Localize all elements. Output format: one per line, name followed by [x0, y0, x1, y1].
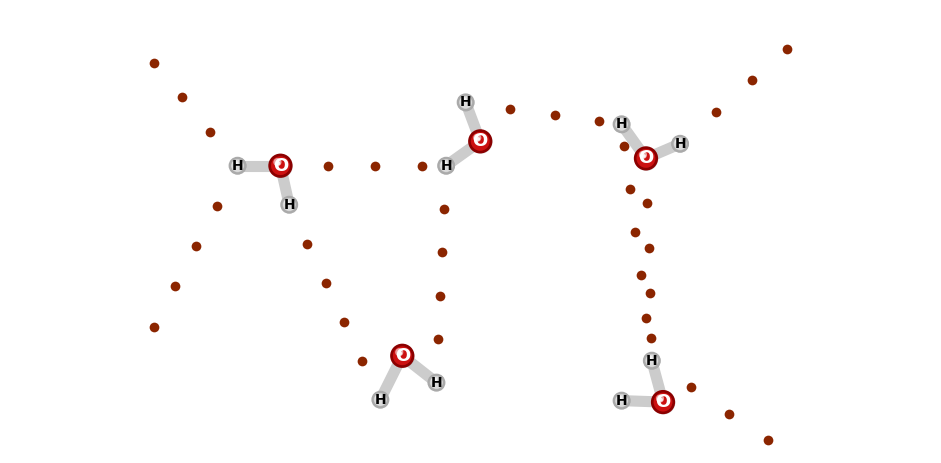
Circle shape: [470, 132, 489, 151]
Circle shape: [616, 119, 622, 125]
Circle shape: [230, 158, 246, 174]
Circle shape: [656, 394, 664, 403]
Circle shape: [429, 375, 444, 390]
Circle shape: [277, 162, 280, 165]
Circle shape: [646, 354, 659, 367]
Circle shape: [619, 398, 621, 400]
Circle shape: [463, 100, 466, 102]
Circle shape: [392, 346, 412, 365]
Circle shape: [373, 392, 389, 408]
Circle shape: [429, 375, 444, 391]
Circle shape: [391, 345, 413, 367]
Text: O: O: [472, 132, 487, 150]
Circle shape: [374, 393, 387, 407]
Circle shape: [281, 197, 296, 212]
Circle shape: [614, 117, 630, 132]
Circle shape: [636, 149, 655, 168]
Circle shape: [439, 159, 453, 172]
Circle shape: [459, 96, 472, 109]
Circle shape: [271, 156, 290, 175]
Text: H: H: [231, 159, 244, 173]
Circle shape: [652, 391, 674, 413]
Circle shape: [470, 131, 491, 152]
Circle shape: [470, 131, 492, 153]
Circle shape: [674, 137, 687, 150]
Circle shape: [635, 148, 658, 170]
Text: O: O: [394, 347, 410, 365]
Text: H: H: [440, 159, 452, 173]
Circle shape: [461, 97, 467, 103]
Circle shape: [441, 160, 447, 166]
Text: H: H: [646, 354, 658, 368]
Circle shape: [635, 148, 657, 169]
Circle shape: [652, 391, 675, 414]
Circle shape: [614, 118, 629, 131]
Circle shape: [430, 376, 443, 389]
Circle shape: [287, 202, 289, 204]
Circle shape: [614, 117, 630, 132]
Circle shape: [654, 393, 673, 412]
Text: O: O: [273, 156, 288, 175]
Circle shape: [395, 348, 404, 357]
Text: H: H: [615, 117, 628, 131]
Circle shape: [434, 380, 437, 382]
Circle shape: [232, 160, 238, 166]
Circle shape: [678, 141, 680, 144]
Circle shape: [270, 155, 291, 176]
Circle shape: [675, 138, 681, 144]
Text: H: H: [615, 394, 628, 407]
Text: O: O: [655, 393, 671, 411]
Circle shape: [273, 158, 281, 166]
Circle shape: [614, 393, 630, 408]
Text: H: H: [431, 375, 442, 389]
Circle shape: [673, 136, 688, 151]
Text: H: H: [375, 393, 386, 407]
Circle shape: [458, 95, 473, 110]
Circle shape: [377, 397, 380, 399]
Text: O: O: [638, 150, 654, 168]
Circle shape: [281, 197, 297, 213]
Circle shape: [645, 353, 660, 368]
Circle shape: [443, 163, 446, 165]
Circle shape: [476, 137, 480, 141]
Circle shape: [235, 163, 237, 165]
Circle shape: [391, 345, 414, 368]
Circle shape: [439, 158, 455, 174]
Text: H: H: [675, 137, 686, 151]
Circle shape: [270, 155, 292, 177]
Circle shape: [231, 159, 244, 172]
Text: H: H: [460, 95, 471, 109]
Circle shape: [639, 151, 647, 159]
Circle shape: [614, 394, 629, 407]
Circle shape: [458, 95, 474, 111]
Circle shape: [673, 136, 688, 152]
Circle shape: [614, 393, 630, 409]
Circle shape: [230, 158, 245, 173]
Circle shape: [646, 355, 652, 361]
Circle shape: [616, 395, 622, 401]
Circle shape: [431, 377, 438, 383]
Circle shape: [284, 200, 290, 205]
Circle shape: [660, 398, 662, 401]
Circle shape: [645, 353, 660, 369]
Circle shape: [649, 358, 652, 360]
Circle shape: [642, 154, 646, 158]
Circle shape: [373, 392, 388, 407]
Circle shape: [439, 158, 454, 173]
Text: H: H: [283, 198, 295, 212]
Circle shape: [473, 134, 481, 142]
Circle shape: [282, 198, 295, 211]
Circle shape: [619, 121, 621, 124]
Circle shape: [398, 351, 402, 355]
Circle shape: [375, 394, 381, 400]
